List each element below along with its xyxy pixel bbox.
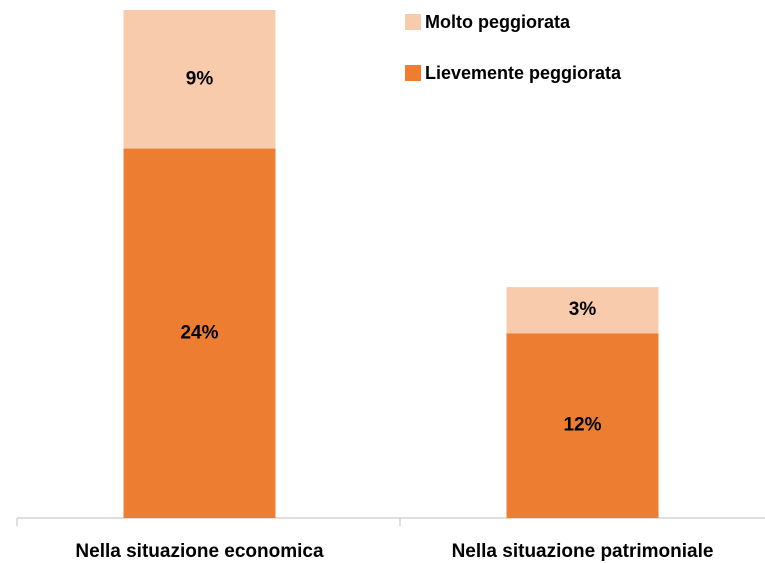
bar-segment <box>506 333 659 518</box>
labels: 24% 9% Nella situazione economica 12% 3% Nell… <box>75 12 713 562</box>
legend-label: Lievemente peggiorata <box>425 63 622 83</box>
bars <box>123 10 659 518</box>
x-tick-label: Nella situazione patrimoniale <box>452 541 714 562</box>
value-label: 3% <box>569 299 597 320</box>
value-label: 12% <box>563 415 601 436</box>
legend-label: Molto peggiorata <box>425 12 571 32</box>
x-tick-label: Nella situazione economica <box>75 541 324 562</box>
value-label: 24% <box>180 322 218 343</box>
legend-swatch <box>405 65 421 81</box>
bar-segment <box>506 287 659 334</box>
value-label: 9% <box>186 68 214 89</box>
legend-swatch <box>405 14 421 30</box>
bar-segment <box>123 10 276 149</box>
bar-segment <box>123 148 276 518</box>
